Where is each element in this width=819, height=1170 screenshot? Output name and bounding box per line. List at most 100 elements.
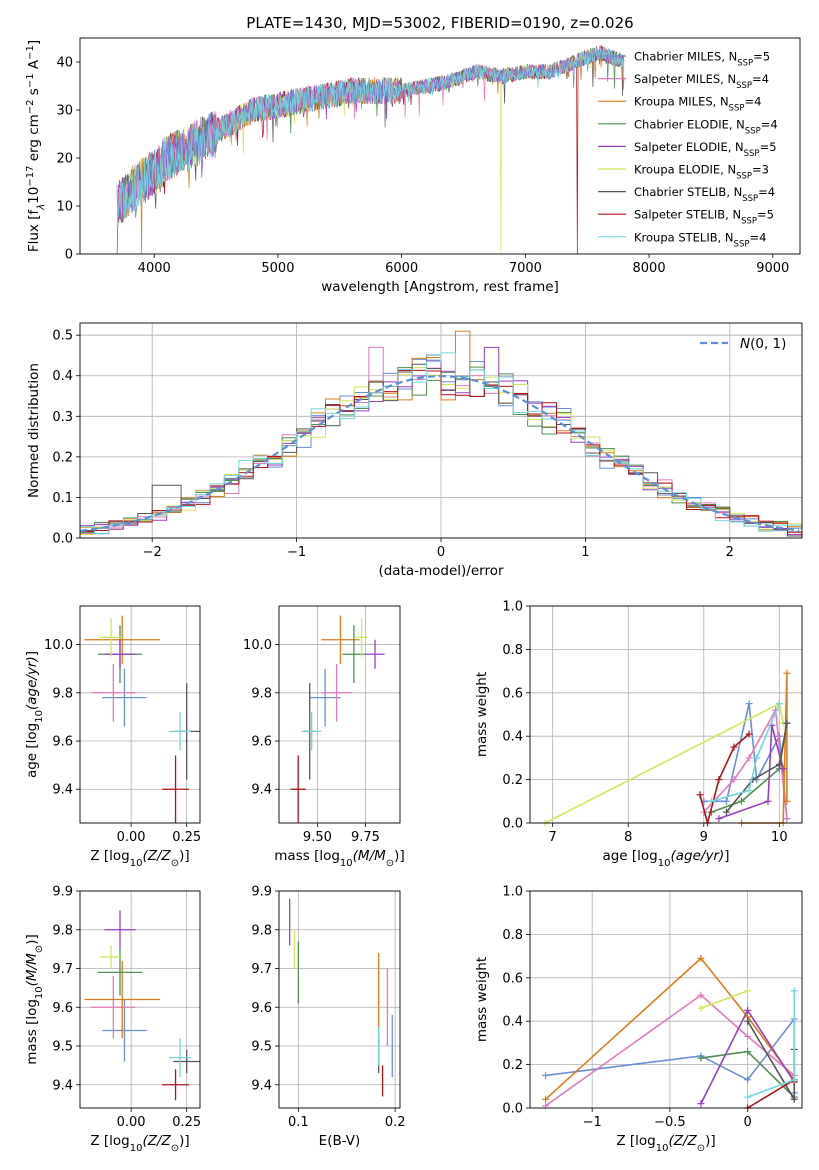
y-tick-label: 9.4 — [52, 783, 73, 798]
errorbar-salpeter-miles — [91, 976, 136, 1039]
x-tick-label: 0 — [437, 545, 445, 560]
weight-series-kroupa-stelib — [707, 700, 783, 805]
age_vs_mass-axes: 9.50 9.75 9.4 9.6 9.8 10.0 — [243, 606, 400, 845]
x-tick-label: 7 — [549, 830, 557, 845]
legend-entry: Chabrier ELODIE, NSSP=4 — [634, 117, 778, 136]
mass_weight_vs_age-y-label: mass weight — [474, 672, 490, 757]
y-tick-label: 0.0 — [502, 1102, 523, 1117]
errorbar-kroupa-elodie — [100, 618, 123, 657]
spectrum-frame — [79, 37, 801, 255]
errorbar-salpeter-stelib — [162, 1069, 189, 1101]
y-tick-label: 0 — [65, 248, 73, 263]
age_vs_Z-y-label: age [log10(age/yr)] — [24, 651, 45, 778]
x-tick-label: 9000 — [756, 261, 789, 276]
weight-line — [711, 703, 781, 803]
y-tick-label: 0.4 — [502, 1015, 523, 1030]
residuals-frame — [79, 322, 803, 539]
weight-line — [699, 733, 750, 827]
errorbar-salpeter-elodie — [104, 639, 136, 669]
y-tick-label: 0.6 — [502, 686, 523, 701]
mass_vs_Z-x-label: Z [log10(Z/Z⊙)] — [90, 1133, 189, 1154]
plot-layer: 4000 5000 6000 7000 8000 9000010203040wavelen… — [24, 37, 803, 1154]
mass_vs_EBV-frame — [278, 890, 401, 1109]
x-tick-label: 9.75 — [351, 830, 380, 845]
weight-line — [725, 723, 788, 813]
weight-line — [700, 990, 748, 1009]
y-tick-label: 10.0 — [44, 638, 73, 653]
x-tick-label: 0.00 — [117, 1115, 146, 1130]
y-tick-label: 0.1 — [52, 491, 73, 506]
y-tick-label: 9.4 — [251, 1078, 272, 1093]
x-tick-label: 0.2 — [385, 1115, 406, 1130]
x-tick-label: 7000 — [509, 261, 542, 276]
weight-line — [747, 990, 796, 1098]
age_vs_Z-x-label: Z [log10(Z/Z⊙)] — [90, 848, 189, 869]
errorbar-chabrier-elodie — [97, 949, 143, 996]
y-tick-label: 0.6 — [502, 971, 523, 986]
legend-entry: Salpeter MILES, NSSP=4 — [634, 72, 769, 91]
y-tick-label: 9.8 — [52, 686, 73, 701]
mass_vs_Z-frame — [79, 890, 201, 1109]
weight-line — [703, 707, 788, 819]
errorbar-kroupa-stelib — [168, 1038, 192, 1077]
y-tick-label: 9.8 — [251, 923, 272, 938]
weight-line — [545, 957, 795, 1100]
weight-series-kroupa-stelib — [744, 987, 798, 1101]
x-tick-label: 8000 — [633, 261, 666, 276]
y-tick-label: 0.0 — [502, 817, 523, 832]
y-tick-label: 0.8 — [502, 643, 523, 658]
errorbar-salpeter-elodie — [365, 639, 385, 669]
y-tick-label: 9.8 — [52, 923, 73, 938]
y-tick-label: 0.3 — [52, 410, 73, 425]
errorbar-chabrier-miles — [102, 999, 147, 1062]
x-tick-label: −2 — [143, 545, 162, 560]
weight-series-chabrier-stelib — [722, 719, 791, 816]
weight-line — [746, 1020, 796, 1103]
x-tick-label: 6000 — [385, 261, 418, 276]
y-tick-label: 30 — [56, 104, 73, 119]
figure-title: PLATE=1430, MJD=53002, FIBERID=0190, z=0… — [246, 14, 633, 32]
y-tick-label: 9.6 — [251, 735, 272, 750]
y-tick-label: 40 — [56, 56, 73, 71]
weight-line — [544, 702, 784, 824]
spectrum-series-kroupa-stelib — [116, 46, 625, 226]
y-tick-label: 20 — [56, 152, 73, 167]
spectrum-axes: 4000 5000 6000 7000 8000 9000 0 10 20 30 40 — [56, 56, 789, 277]
errorbar-chabrier-stelib — [173, 1049, 200, 1074]
errorbar-salpeter-miles — [91, 663, 136, 722]
errorbar-kroupa-stelib — [168, 712, 192, 751]
errorbar-salpeter-elodie — [104, 910, 136, 950]
errorbar-chabrier-miles — [309, 668, 341, 727]
x-tick-label: 9.50 — [303, 830, 332, 845]
y-tick-label: 9.6 — [52, 1001, 73, 1016]
mass_weight_vs_age-x-label: age [log10(age/yr)] — [602, 848, 729, 869]
mass_weight_vs_Z-axes: −1 −0.5 0 0.0 0.2 0.4 0.6 0.8 1.0 — [502, 885, 802, 1130]
x-tick-label: −1 — [287, 545, 306, 560]
legend-entry: Chabrier STELIB, NSSP=4 — [634, 185, 775, 204]
mass_weight_vs_Z-frame — [529, 890, 803, 1109]
y-tick-label: 10.0 — [243, 638, 272, 653]
mass_weight_vs_Z-x-label: Z [log10(Z/Z⊙)] — [616, 1133, 715, 1154]
gaussian-curve — [79, 375, 800, 532]
y-tick-label: 0.4 — [502, 730, 523, 745]
histogram-salpeter-stelib — [80, 369, 802, 533]
legend-entry: Salpeter STELIB, NSSP=5 — [634, 208, 774, 227]
y-tick-label: 9.6 — [251, 1001, 272, 1016]
y-tick-label: 9.7 — [52, 962, 73, 977]
legend-entry: Salpeter ELODIE, NSSP=5 — [634, 140, 777, 159]
errorbar-salpeter-stelib — [162, 755, 189, 823]
weight-line — [545, 994, 795, 1107]
x-tick-label: 4000 — [138, 261, 171, 276]
errorbar-salpeter-stelib — [290, 755, 306, 823]
errorbar-kroupa-elodie — [100, 945, 123, 969]
y-tick-label: 9.4 — [251, 783, 272, 798]
spectrum-y-label: Flux [fλ10−17 erg cm−2 s−1 A−1] — [25, 40, 47, 252]
x-tick-label: 0 — [743, 1115, 751, 1130]
x-tick-label: 0.1 — [288, 1115, 309, 1130]
x-tick-label: 0.25 — [172, 1115, 201, 1130]
weight-series-chabrier-stelib — [744, 1017, 798, 1103]
legend-entry: Kroupa STELIB, NSSP=4 — [634, 230, 766, 249]
residuals-x-label: (data-model)/error — [378, 563, 504, 579]
weight-line — [703, 703, 788, 819]
y-tick-label: 9.9 — [52, 885, 73, 900]
